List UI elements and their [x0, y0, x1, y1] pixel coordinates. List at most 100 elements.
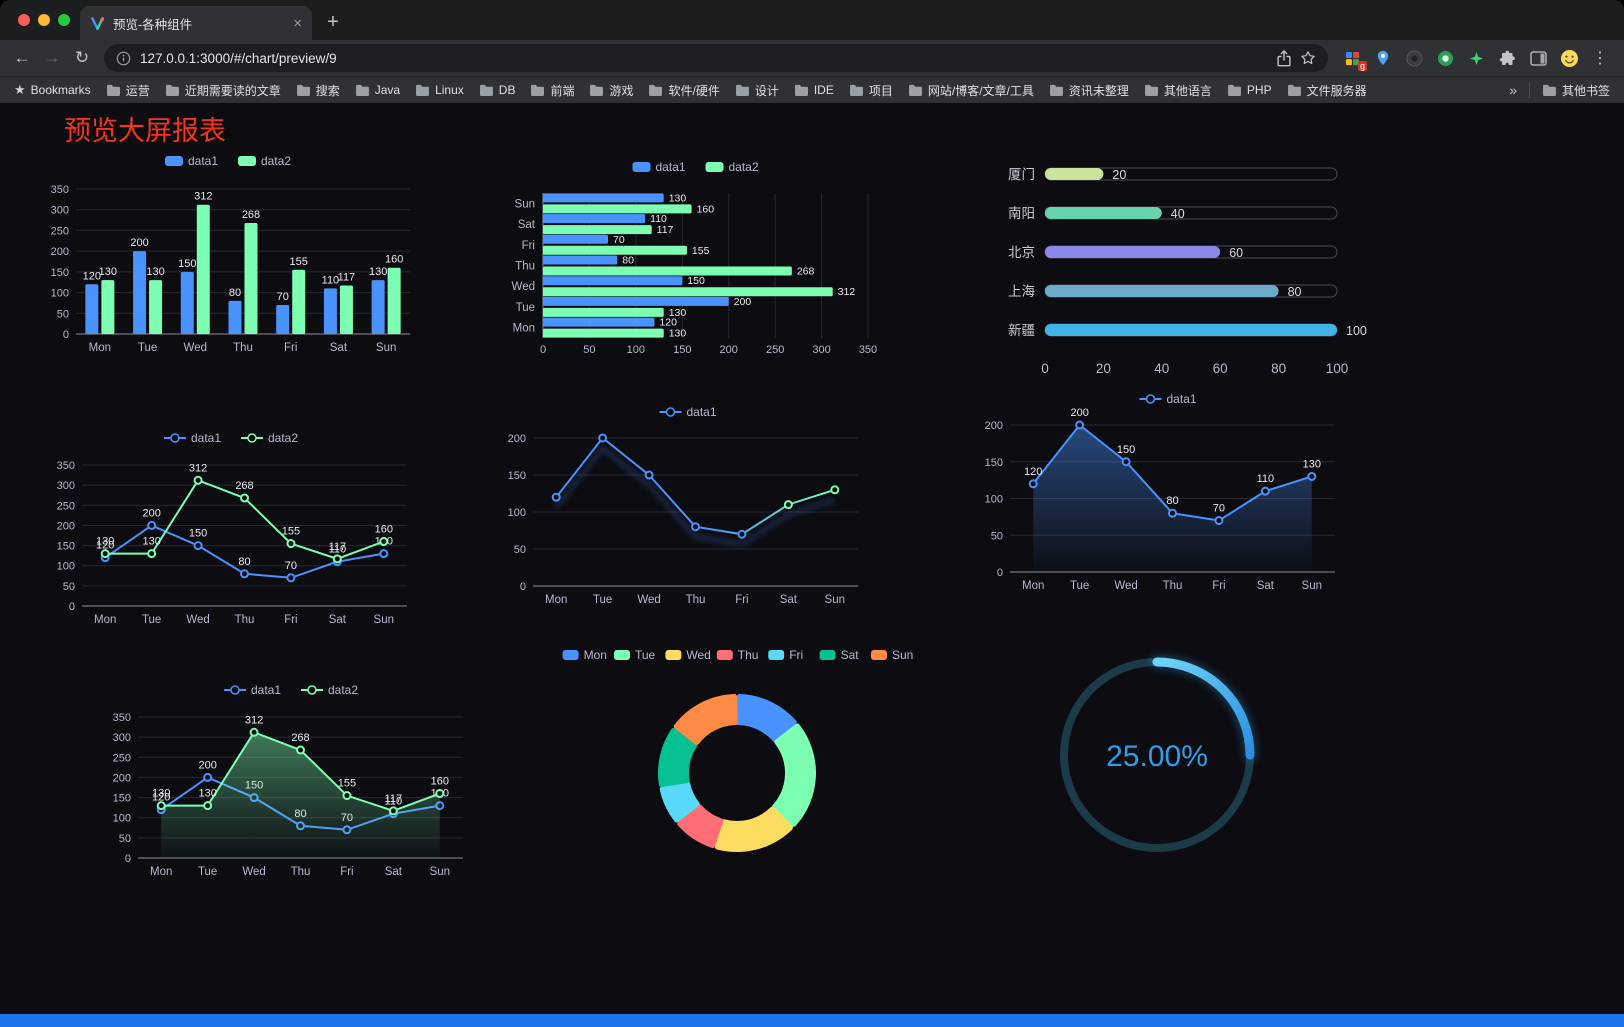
bookmark-folder-item[interactable]: 游戏: [589, 82, 633, 99]
svg-text:312: 312: [189, 462, 207, 474]
url-text[interactable]: 127.0.0.1:3000/#/chart/preview/9: [140, 50, 337, 66]
extensions-puzzle-icon[interactable]: [1497, 48, 1517, 68]
extension-badge: g: [1357, 61, 1367, 71]
svg-text:100: 100: [51, 288, 69, 300]
svg-text:Fri: Fri: [789, 648, 803, 662]
folder-icon: [794, 84, 808, 96]
bookmarks-root-item[interactable]: ★ Bookmarks: [14, 82, 91, 98]
svg-text:Thu: Thu: [1163, 580, 1183, 592]
extension-dark-circle-icon[interactable]: [1404, 48, 1424, 68]
svg-text:300: 300: [812, 344, 830, 356]
svg-text:Fri: Fri: [284, 614, 297, 626]
chart-line-gradient[interactable]: data1 0 50 100 150 200 Mon Tue Wed Thu Fri Sat Sun: [495, 399, 885, 614]
svg-text:40: 40: [1171, 207, 1185, 221]
bookmark-folder-label: 设计: [754, 83, 779, 98]
svg-text:250: 250: [113, 752, 131, 764]
bookmark-folder-item[interactable]: 近期需要读的文章: [165, 82, 281, 99]
svg-text:Wed: Wed: [242, 866, 265, 878]
svg-text:150: 150: [178, 258, 196, 270]
svg-text:150: 150: [57, 541, 75, 553]
bookmark-folder-item[interactable]: 网站/博客/文章/工具: [908, 82, 1034, 99]
tab-close-icon[interactable]: ×: [293, 14, 302, 32]
svg-text:120: 120: [152, 792, 170, 804]
svg-text:Wed: Wed: [186, 614, 209, 626]
extension-sparkle-icon[interactable]: [1466, 48, 1486, 68]
bookmark-folder-item[interactable]: IDE: [794, 83, 834, 97]
reload-button[interactable]: ↻: [74, 48, 90, 67]
svg-text:Thu: Thu: [235, 614, 255, 626]
svg-text:data1: data1: [656, 160, 686, 174]
svg-text:Sat: Sat: [385, 866, 403, 878]
svg-text:117: 117: [329, 541, 347, 553]
bookmark-folder-item[interactable]: 资讯未整理: [1049, 82, 1129, 99]
bookmark-star-icon[interactable]: [1300, 50, 1316, 66]
other-bookmarks-item[interactable]: 其他书签: [1542, 82, 1610, 99]
svg-text:Mon: Mon: [150, 866, 172, 878]
svg-text:Mon: Mon: [513, 323, 535, 335]
svg-text:200: 200: [508, 433, 526, 445]
svg-text:Mon: Mon: [89, 342, 111, 354]
chart-gauge[interactable]: 25.00%: [1020, 648, 1300, 863]
svg-text:Thu: Thu: [738, 648, 759, 662]
chart-horizontal-bar[interactable]: data1 data2 0 50 100 150 200 250 300 350 Mon Tue Wed…: [505, 153, 890, 368]
svg-text:155: 155: [282, 526, 300, 538]
svg-text:350: 350: [859, 344, 877, 356]
profile-avatar[interactable]: [1559, 48, 1579, 68]
menu-kebab-icon[interactable]: ⋮: [1592, 50, 1608, 67]
bottom-accent-bar: [0, 1014, 1624, 1027]
svg-text:Wed: Wed: [184, 342, 207, 354]
zoom-window-button[interactable]: [58, 14, 70, 26]
chart-line-two-series[interactable]: data1 data2 0 50 100 150 200 250 300 350 Mon Tue Wed…: [38, 425, 428, 640]
bookmark-folder-item[interactable]: 设计: [735, 82, 779, 99]
chart-grouped-bar[interactable]: data1 data2 0 50 100 150 200 250 300 350 Mon Tue Wed…: [40, 147, 420, 362]
bookmarks-overflow-chevron[interactable]: »: [1509, 82, 1517, 98]
svg-text:70: 70: [285, 560, 297, 572]
site-info-icon[interactable]: [116, 51, 131, 66]
svg-text:268: 268: [242, 209, 260, 221]
svg-text:40: 40: [1154, 361, 1169, 376]
browser-tab[interactable]: 预览-各种组件 ×: [80, 6, 312, 40]
bookmark-folder-item[interactable]: Linux: [415, 83, 464, 97]
extension-green-circle-icon[interactable]: [1435, 48, 1455, 68]
bookmark-folder-item[interactable]: 前端: [530, 82, 574, 99]
svg-text:Sun: Sun: [430, 866, 450, 878]
sidebar-toggle-icon[interactable]: [1528, 48, 1548, 68]
bookmark-folder-label: Java: [374, 83, 401, 97]
svg-text:Fri: Fri: [522, 240, 535, 252]
extension-grid-icon[interactable]: g: [1342, 48, 1367, 71]
chart-line-area[interactable]: data1 0 50 100 150 200 Mon Tue Wed Thu Fri Sat Sun 12…: [975, 386, 1365, 601]
bookmark-folder-item[interactable]: Java: [355, 83, 400, 97]
bookmark-folder-item[interactable]: 运营: [106, 82, 150, 99]
forward-button[interactable]: →: [43, 48, 61, 67]
bookmark-folder-item[interactable]: 软件/硬件: [648, 82, 720, 99]
address-bar[interactable]: 127.0.0.1:3000/#/chart/preview/9: [104, 44, 1328, 72]
svg-text:Sun: Sun: [515, 198, 535, 210]
chart-progress-bars[interactable]: 厦门 20 南阳 40 北京 60 上海 80 新疆 100 0 20 40 60 80 100: [985, 155, 1375, 385]
tab-strip: 预览-各种组件 × +: [0, 0, 1624, 40]
close-window-button[interactable]: [18, 14, 30, 26]
new-tab-button[interactable]: +: [327, 10, 339, 33]
svg-text:25.00%: 25.00%: [1106, 740, 1208, 773]
share-icon[interactable]: [1277, 49, 1291, 67]
svg-text:200: 200: [130, 237, 148, 249]
bookmark-folder-item[interactable]: 其他语言: [1144, 82, 1212, 99]
chart-donut[interactable]: Mon Tue Wed Thu Fri Sat Sun: [545, 639, 930, 869]
bookmark-folder-item[interactable]: 文件服务器: [1287, 82, 1367, 99]
svg-text:Tue: Tue: [593, 594, 612, 606]
svg-text:150: 150: [985, 457, 1003, 469]
bookmark-folder-item[interactable]: PHP: [1227, 83, 1272, 97]
bookmark-folder-item[interactable]: 搜索: [296, 82, 340, 99]
extension-pin-icon[interactable]: [1373, 48, 1393, 68]
svg-text:155: 155: [692, 245, 710, 257]
bookmarks-root-label: Bookmarks: [30, 83, 91, 97]
bookmark-folder-item[interactable]: 项目: [849, 82, 893, 99]
svg-text:120: 120: [659, 317, 677, 329]
svg-text:268: 268: [291, 732, 309, 744]
bookmark-folder-item[interactable]: DB: [479, 83, 515, 97]
chart-line-green-area[interactable]: data1 data2 0 50 100 150 200 250 300 350 Mon Tue Wed…: [98, 677, 488, 892]
svg-text:130: 130: [146, 266, 164, 278]
minimize-window-button[interactable]: [38, 14, 50, 26]
svg-text:110: 110: [385, 796, 403, 808]
back-button[interactable]: ←: [13, 48, 31, 67]
bookmark-folder-label: 资讯未整理: [1068, 83, 1129, 98]
